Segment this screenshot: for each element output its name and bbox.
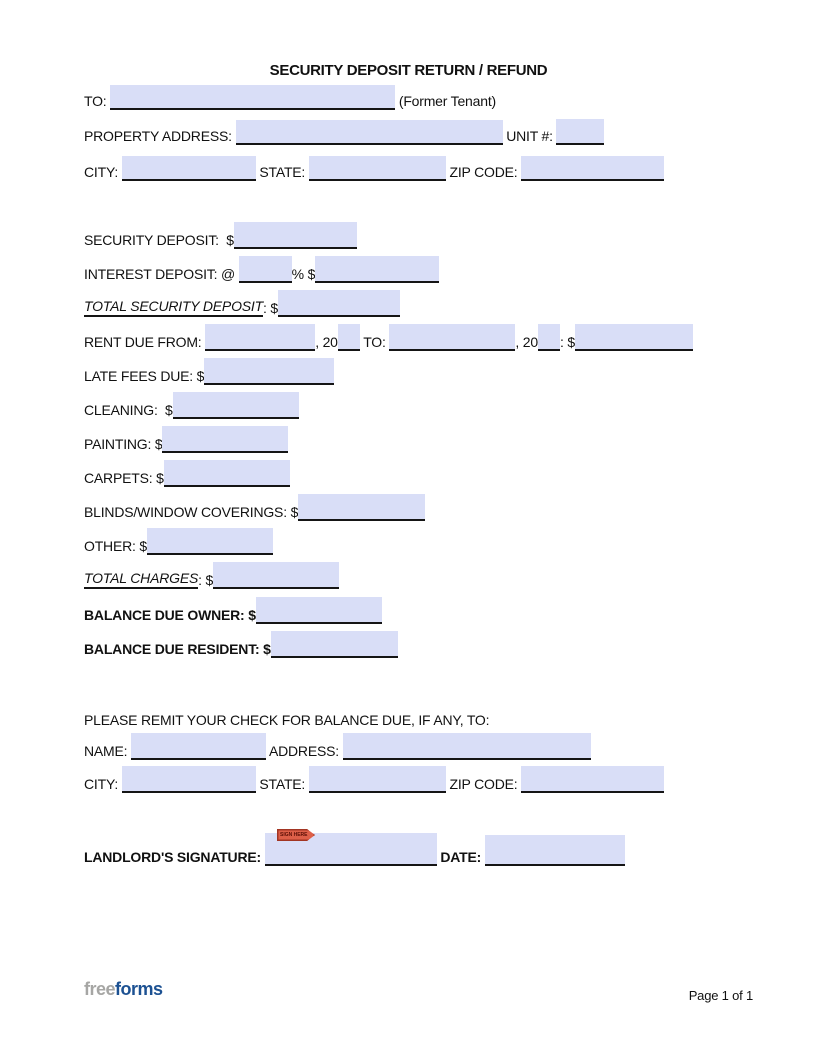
remit-name-label: NAME: <box>84 743 132 759</box>
logo-forms-text: forms <box>115 979 163 999</box>
city-label: CITY: <box>84 164 122 180</box>
remit-city-state-zip-row: CITY: STATE: ZIP CODE: <box>84 766 665 793</box>
carpets-row: CARPETS: $ <box>84 460 290 487</box>
balance-due-owner-field[interactable] <box>255 597 382 624</box>
rent-from-year-field[interactable] <box>337 324 360 351</box>
carpets-field[interactable] <box>163 460 290 487</box>
remit-zip-field[interactable] <box>521 766 665 793</box>
total-security-deposit-sep: : $ <box>262 300 278 316</box>
unit-label: UNIT #: <box>502 128 557 144</box>
total-security-deposit-row: TOTAL SECURITY DEPOSIT : $ <box>84 290 400 317</box>
late-fees-label: LATE FEES DUE: $ <box>84 368 205 384</box>
remit-city-field[interactable] <box>121 766 256 793</box>
remit-state-label: STATE: <box>255 776 309 792</box>
page-indicator: Page 1 of 1 <box>688 988 754 1003</box>
rent-due-row: RENT DUE FROM: , 20 TO: , 20 : $ <box>84 324 693 351</box>
late-fees-field[interactable] <box>204 358 335 385</box>
other-label: OTHER: $ <box>84 538 147 554</box>
signature-row: LANDLORD'S SIGNATURE: DATE: <box>84 833 625 866</box>
painting-row: PAINTING: $ <box>84 426 289 453</box>
rent-amount-field[interactable] <box>574 324 693 351</box>
rent-year-b-label: , 20 <box>515 334 538 350</box>
other-row: OTHER: $ <box>84 528 273 555</box>
rent-from-date-field[interactable] <box>205 324 316 351</box>
remit-heading-row: PLEASE REMIT YOUR CHECK FOR BALANCE DUE,… <box>84 712 490 729</box>
interest-deposit-field[interactable] <box>315 256 440 283</box>
remit-name-field[interactable] <box>131 733 267 760</box>
city-state-zip-row: CITY: STATE: ZIP CODE: <box>84 156 665 181</box>
property-address-row: PROPERTY ADDRESS: UNIT #: <box>84 119 605 145</box>
remit-zip-label: ZIP CODE: <box>445 776 522 792</box>
remit-heading: PLEASE REMIT YOUR CHECK FOR BALANCE DUE,… <box>84 712 490 728</box>
remit-city-label: CITY: <box>84 776 122 792</box>
landlord-signature-label: LANDLORD'S SIGNATURE: <box>84 849 265 865</box>
date-label: DATE: <box>436 849 485 865</box>
property-address-label: PROPERTY ADDRESS: <box>84 128 236 144</box>
rent-due-from-label: RENT DUE FROM: <box>84 334 206 350</box>
interest-rate-field[interactable] <box>238 256 292 283</box>
blinds-field[interactable] <box>298 494 426 521</box>
interest-deposit-row: INTEREST DEPOSIT: @ % $ <box>84 256 440 283</box>
cleaning-field[interactable] <box>172 392 299 419</box>
logo-free-text: free <box>84 979 116 999</box>
total-charges-sep: : $ <box>198 572 214 588</box>
other-field[interactable] <box>146 528 273 555</box>
rent-year-a-label: , 20 <box>315 334 338 350</box>
page-title: SECURITY DEPOSIT RETURN / REFUND <box>269 62 548 79</box>
remit-address-label: ADDRESS: <box>266 743 343 759</box>
sign-here-tag[interactable]: SIGN HERE <box>277 829 315 841</box>
balance-due-owner-row: BALANCE DUE OWNER: $ <box>84 597 382 624</box>
total-security-deposit-field[interactable] <box>277 290 400 317</box>
rent-amount-sep: : $ <box>559 334 575 350</box>
balance-due-resident-row: BALANCE DUE RESIDENT: $ <box>84 631 398 658</box>
painting-field[interactable] <box>162 426 289 453</box>
remit-name-address-row: NAME: ADDRESS: <box>84 733 591 760</box>
total-security-deposit-label: TOTAL SECURITY DEPOSIT <box>84 298 263 317</box>
property-address-field[interactable] <box>235 120 503 145</box>
carpets-label: CARPETS: $ <box>84 470 164 486</box>
former-tenant-field[interactable] <box>110 85 396 110</box>
interest-percent-label: % $ <box>291 266 316 282</box>
remit-address-field[interactable] <box>342 733 591 760</box>
freeforms-logo: freeforms <box>84 979 163 1000</box>
rent-to-label: TO: <box>359 334 390 350</box>
painting-label: PAINTING: $ <box>84 436 163 452</box>
balance-due-resident-label: BALANCE DUE RESIDENT: $ <box>84 641 271 657</box>
to-row: TO: (Former Tenant) <box>84 85 496 110</box>
security-deposit-field[interactable] <box>233 222 357 249</box>
to-label: TO: <box>84 93 111 109</box>
balance-due-resident-field[interactable] <box>270 631 398 658</box>
state-label: STATE: <box>255 164 309 180</box>
signature-date-field[interactable] <box>484 835 625 866</box>
security-deposit-label: SECURITY DEPOSIT: $ <box>84 232 234 248</box>
remit-state-field[interactable] <box>308 766 446 793</box>
blinds-row: BLINDS/WINDOW COVERINGS: $ <box>84 494 426 521</box>
zip-code-label: ZIP CODE: <box>445 164 522 180</box>
unit-number-field[interactable] <box>556 119 605 145</box>
sign-here-label: SIGN HERE <box>280 832 308 838</box>
total-charges-row: TOTAL CHARGES : $ <box>84 562 340 589</box>
late-fees-row: LATE FEES DUE: $ <box>84 358 335 385</box>
cleaning-row: CLEANING: $ <box>84 392 299 419</box>
interest-deposit-label: INTEREST DEPOSIT: @ <box>84 266 239 282</box>
city-field[interactable] <box>121 156 256 181</box>
zip-code-field[interactable] <box>521 156 665 181</box>
former-tenant-suffix: (Former Tenant) <box>395 93 496 109</box>
total-charges-field[interactable] <box>213 562 340 589</box>
blinds-label: BLINDS/WINDOW COVERINGS: $ <box>84 504 299 520</box>
total-charges-label: TOTAL CHARGES <box>84 570 198 589</box>
rent-to-date-field[interactable] <box>389 324 516 351</box>
state-field[interactable] <box>308 156 446 181</box>
rent-to-year-field[interactable] <box>537 324 560 351</box>
cleaning-label: CLEANING: $ <box>84 402 173 418</box>
security-deposit-row: SECURITY DEPOSIT: $ <box>84 222 357 249</box>
balance-due-owner-label: BALANCE DUE OWNER: $ <box>84 607 256 623</box>
